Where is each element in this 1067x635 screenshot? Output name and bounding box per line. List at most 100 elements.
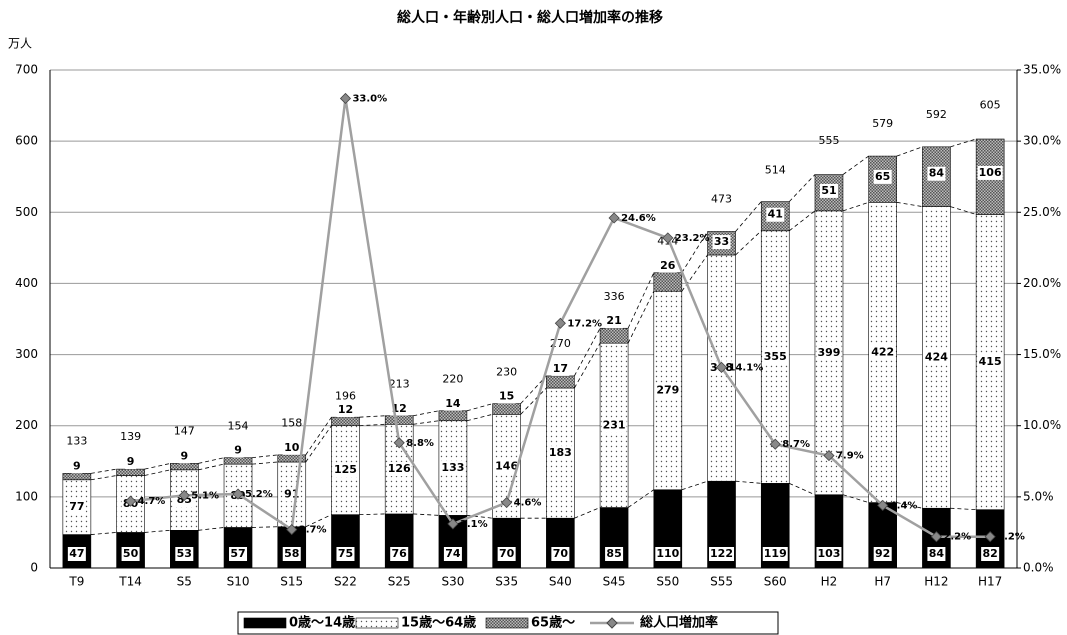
series-line: [574, 342, 601, 389]
bar-value-label: 355: [764, 350, 787, 363]
label-box: [658, 258, 677, 273]
x-tick-label: S22: [334, 575, 357, 589]
total-label: 147: [174, 424, 195, 437]
rate-marker: [930, 531, 942, 543]
bar-value-label: 70: [553, 547, 569, 560]
label-box: [601, 418, 627, 433]
y2-tick-label: 15.0%: [1023, 347, 1061, 361]
rate-label: 33.0%: [352, 93, 387, 104]
x-tick-label: S30: [441, 575, 464, 589]
series-line: [90, 532, 117, 535]
bar-value-label: 92: [875, 547, 890, 560]
series-line: [842, 201, 869, 212]
label-box: [605, 547, 624, 561]
rate-marker: [501, 496, 513, 509]
bar-value-label: 41: [768, 208, 783, 221]
label-box: [229, 547, 248, 561]
x-tick-label: S55: [710, 575, 733, 589]
series-line: [520, 387, 547, 415]
series-line: [735, 201, 762, 232]
bar-value-label: 9: [234, 444, 242, 457]
bar-value-label: 103: [817, 547, 840, 560]
x-tick-label: S50: [656, 575, 679, 589]
label-box: [923, 350, 949, 365]
label-box: [655, 547, 681, 561]
y2-tick-label: 25.0%: [1023, 205, 1061, 219]
series-line: [144, 469, 171, 476]
bar-segment: [223, 457, 253, 465]
x-tick-label: H17: [978, 575, 1002, 589]
label-box: [709, 547, 735, 561]
series-line: [466, 514, 493, 519]
total-label: 196: [335, 390, 356, 403]
bar-value-label: 14: [445, 397, 461, 410]
label-box: [390, 547, 409, 561]
series-line: [90, 468, 117, 474]
bar-segment: [546, 375, 575, 389]
bar-value-label: 126: [388, 462, 411, 475]
label-box: [605, 314, 624, 329]
y2-tick-label: 10.0%: [1023, 418, 1061, 432]
rate-label: 2.7%: [299, 525, 327, 536]
y2-tick-label: 0.0%: [1023, 561, 1054, 575]
series-line: [896, 502, 923, 509]
x-tick-label: S35: [495, 575, 518, 589]
bar-value-label: 84: [929, 547, 945, 560]
rate-marker: [393, 437, 405, 449]
x-tick-label: S25: [388, 575, 411, 589]
bar-segment: [62, 473, 92, 481]
bar-value-label: 10: [284, 441, 300, 454]
legend-swatch: [243, 617, 287, 629]
rate-marker: [339, 92, 352, 105]
series-line: [466, 403, 493, 412]
bar-value-label: 125: [334, 463, 357, 476]
bar-segment: [653, 272, 683, 292]
total-label: 336: [604, 290, 625, 303]
label-box: [873, 547, 892, 561]
rate-label: 7.9%: [836, 451, 864, 462]
rate-label: 4.7%: [138, 496, 166, 507]
y-tick-label: 400: [15, 276, 38, 290]
rate-marker: [125, 495, 137, 507]
legend-swatch: [355, 617, 399, 629]
series-line: [466, 413, 493, 422]
bar-value-label: 82: [982, 547, 997, 560]
x-tick-label: T9: [68, 575, 84, 589]
x-tick-label: S60: [764, 575, 787, 589]
x-tick-label: S40: [549, 575, 572, 589]
bar-segment: [599, 327, 629, 344]
label-box: [655, 383, 681, 398]
x-tick-label: H2: [821, 575, 838, 589]
series-line: [842, 155, 869, 175]
y-tick-label: 700: [15, 63, 38, 77]
bar-segment: [492, 403, 521, 415]
bar-value-label: 58: [284, 547, 299, 560]
series-line: [574, 328, 601, 377]
rate-marker: [662, 232, 674, 244]
label-box: [819, 183, 838, 198]
y-tick-label: 500: [15, 205, 38, 219]
rate-marker: [286, 524, 298, 536]
total-label: 133: [66, 434, 87, 447]
series-line: [574, 507, 601, 519]
series-line: [950, 206, 977, 215]
label-box: [494, 459, 520, 474]
label-box: [497, 547, 516, 561]
label-box: [766, 207, 785, 222]
series-line: [144, 463, 171, 470]
y-axis-label: 万人: [8, 37, 32, 51]
series-line: [305, 514, 332, 528]
series-line: [413, 410, 439, 417]
label-box: [282, 547, 301, 561]
y2-tick-label: 35.0%: [1023, 63, 1061, 77]
rate-label: 24.6%: [621, 213, 656, 224]
y2-tick-label: 30.0%: [1023, 134, 1061, 148]
rate-label: 2.2%: [943, 532, 971, 543]
total-label: 158: [281, 417, 302, 430]
label-box: [232, 443, 244, 458]
label-box: [121, 547, 140, 561]
series-line: [627, 291, 655, 344]
series-line: [198, 527, 225, 531]
rate-marker: [608, 212, 620, 224]
